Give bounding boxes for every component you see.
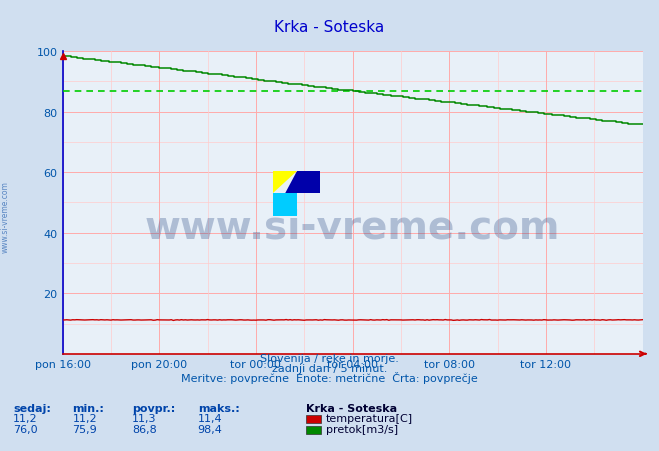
Text: temperatura[C]: temperatura[C] <box>326 414 413 423</box>
Text: zadnji dan / 5 minut.: zadnji dan / 5 minut. <box>272 363 387 373</box>
Text: min.:: min.: <box>72 403 104 413</box>
Text: 76,0: 76,0 <box>13 424 38 434</box>
Text: Krka - Soteska: Krka - Soteska <box>274 20 385 35</box>
Polygon shape <box>273 171 320 216</box>
Text: 11,2: 11,2 <box>72 414 97 423</box>
Text: 11,2: 11,2 <box>13 414 38 423</box>
Text: 11,3: 11,3 <box>132 414 156 423</box>
Text: 11,4: 11,4 <box>198 414 222 423</box>
Text: Krka - Soteska: Krka - Soteska <box>306 403 397 413</box>
Text: maks.:: maks.: <box>198 403 239 413</box>
Polygon shape <box>273 194 297 216</box>
Text: 75,9: 75,9 <box>72 424 98 434</box>
Text: pretok[m3/s]: pretok[m3/s] <box>326 424 398 434</box>
Text: sedaj:: sedaj: <box>13 403 51 413</box>
Text: 98,4: 98,4 <box>198 424 223 434</box>
Text: Meritve: povprečne  Enote: metrične  Črta: povprečje: Meritve: povprečne Enote: metrične Črta:… <box>181 371 478 383</box>
Text: Slovenija / reke in morje.: Slovenija / reke in morje. <box>260 353 399 363</box>
Text: www.si-vreme.com: www.si-vreme.com <box>145 208 560 246</box>
Text: povpr.:: povpr.: <box>132 403 175 413</box>
Text: 86,8: 86,8 <box>132 424 157 434</box>
Text: www.si-vreme.com: www.si-vreme.com <box>1 180 10 253</box>
Polygon shape <box>273 171 297 194</box>
